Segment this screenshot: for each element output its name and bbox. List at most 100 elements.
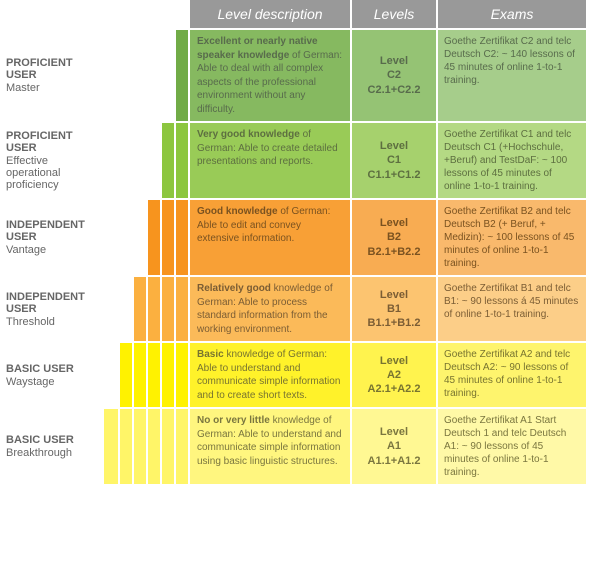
level-code: LevelC2C2.1+C2.2 — [350, 30, 436, 121]
level-line: B2 — [387, 230, 401, 244]
stair-step — [146, 343, 160, 407]
stair-step — [118, 30, 132, 121]
level-line: Level — [380, 54, 408, 68]
stair-step — [132, 343, 146, 407]
description-bold: No or very little — [197, 415, 270, 426]
stair-step — [146, 200, 160, 275]
exams-cell: Goethe Zertifikat C1 and telc Deutsch C1… — [436, 123, 588, 198]
user-category: PROFICIENT USEREffective operational pro… — [0, 123, 104, 198]
level-row: INDEPENDENT USERThreshold Relatively good… — [0, 275, 590, 341]
level-description: Excellent or nearly native speaker knowl… — [188, 30, 350, 121]
stair-steps — [104, 200, 188, 275]
level-description: Very good knowledge of German: Able to c… — [188, 123, 350, 198]
level-line: Level — [380, 354, 408, 368]
stair-step — [174, 30, 188, 121]
stair-step — [118, 277, 132, 341]
user-category: INDEPENDENT USERThreshold — [0, 277, 104, 341]
exams-cell: Goethe Zertifikat A2 and telc Deutsch A2… — [436, 343, 588, 407]
user-category: INDEPENDENT USERVantage — [0, 200, 104, 275]
level-line: A1 — [387, 439, 401, 453]
stair-step — [104, 200, 118, 275]
header-spacer — [0, 0, 104, 28]
level-line: Level — [380, 216, 408, 230]
level-line: B1.1+B1.2 — [368, 316, 421, 330]
level-description: Relatively good knowledge of German: Abl… — [188, 277, 350, 341]
level-row: BASIC USERBreakthrough No or very little … — [0, 407, 590, 486]
level-code: LevelB1B1.1+B1.2 — [350, 277, 436, 341]
header-exams: Exams — [436, 0, 588, 28]
stair-step — [104, 30, 118, 121]
stair-steps — [104, 409, 188, 484]
stair-step — [118, 123, 132, 198]
category-title: PROFICIENT USER — [6, 130, 100, 154]
header-row: Level description Levels Exams — [0, 0, 590, 28]
stair-step — [132, 277, 146, 341]
stair-steps — [104, 343, 188, 407]
user-category: PROFICIENT USERMaster — [0, 30, 104, 121]
level-row: BASIC USERWaystage Basic knowledge of Ger… — [0, 341, 590, 407]
category-subtitle: Threshold — [6, 316, 100, 328]
stair-step — [174, 277, 188, 341]
stair-step — [132, 200, 146, 275]
stair-steps — [104, 123, 188, 198]
stair-step — [104, 123, 118, 198]
stair-step — [146, 123, 160, 198]
level-description: Basic knowledge of German: Able to under… — [188, 343, 350, 407]
category-title: INDEPENDENT USER — [6, 219, 100, 243]
level-line: Level — [380, 425, 408, 439]
level-line: C2.1+C2.2 — [368, 83, 421, 97]
description-bold: Relatively good — [197, 283, 271, 294]
level-description: Good knowledge of German: Able to edit a… — [188, 200, 350, 275]
user-category: BASIC USERBreakthrough — [0, 409, 104, 484]
level-description: No or very little knowledge of German: A… — [188, 409, 350, 484]
exams-cell: Goethe Zertifikat B2 and telc Deutsch B2… — [436, 200, 588, 275]
category-title: BASIC USER — [6, 363, 100, 375]
stair-step — [160, 277, 174, 341]
stair-steps — [104, 277, 188, 341]
header-spacer — [104, 0, 188, 28]
exams-cell: Goethe Zertifikat C2 and telc Deutsch C2… — [436, 30, 588, 121]
stair-step — [174, 343, 188, 407]
stair-step — [160, 409, 174, 484]
category-title: BASIC USER — [6, 434, 100, 446]
level-line: Level — [380, 139, 408, 153]
stair-step — [146, 409, 160, 484]
stair-step — [104, 277, 118, 341]
stair-step — [146, 277, 160, 341]
stair-step — [118, 343, 132, 407]
level-line: C1.1+C1.2 — [368, 168, 421, 182]
exams-cell: Goethe Zertifikat A1 Start Deutsch 1 and… — [436, 409, 588, 484]
header-description: Level description — [188, 0, 350, 28]
user-category: BASIC USERWaystage — [0, 343, 104, 407]
category-title: INDEPENDENT USER — [6, 291, 100, 315]
level-line: C2 — [387, 68, 401, 82]
stair-step — [146, 30, 160, 121]
level-line: A2.1+A2.2 — [368, 382, 421, 396]
stair-step — [160, 123, 174, 198]
level-row: INDEPENDENT USERVantage Good knowledge of… — [0, 198, 590, 275]
cefr-table: Level description Levels Exams PROFICIEN… — [0, 0, 590, 486]
stair-step — [118, 409, 132, 484]
description-bold: Very good knowledge — [197, 129, 300, 140]
stair-step — [104, 343, 118, 407]
stair-step — [132, 123, 146, 198]
level-code: LevelA1A1.1+A1.2 — [350, 409, 436, 484]
stair-step — [104, 409, 118, 484]
level-code: LevelC1C1.1+C1.2 — [350, 123, 436, 198]
category-title: PROFICIENT USER — [6, 57, 100, 81]
category-subtitle: Waystage — [6, 376, 100, 388]
category-subtitle: Effective operational proficiency — [6, 155, 100, 191]
stair-step — [174, 123, 188, 198]
category-subtitle: Breakthrough — [6, 447, 100, 459]
level-line: Level — [380, 288, 408, 302]
level-row: PROFICIENT USEREffective operational pro… — [0, 121, 590, 198]
level-line: B1 — [387, 302, 401, 316]
level-line: A1.1+A1.2 — [368, 454, 421, 468]
level-code: LevelA2A2.1+A2.2 — [350, 343, 436, 407]
level-line: C1 — [387, 153, 401, 167]
level-line: B2.1+B2.2 — [368, 245, 421, 259]
level-row: PROFICIENT USERMaster Excellent or nearly… — [0, 28, 590, 121]
header-levels: Levels — [350, 0, 436, 28]
stair-step — [160, 200, 174, 275]
stair-step — [174, 409, 188, 484]
